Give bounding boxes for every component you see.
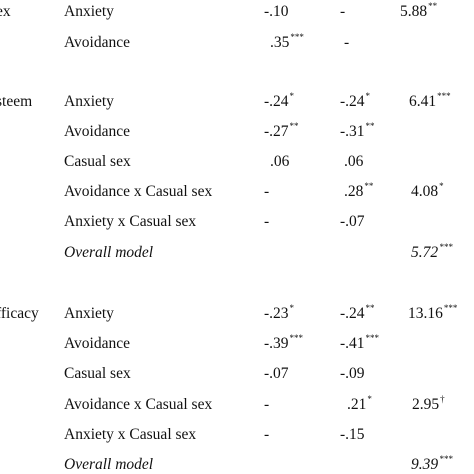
predictor-cell: Overall model [64,456,154,473]
model2-coef: -.07 [340,213,365,230]
model-stat: 9.39*** [411,454,453,474]
group-label: ex [0,3,11,20]
model2-coef: .21* [347,394,372,414]
model-stat: 6.41*** [409,91,451,111]
model2-coef: -.31** [340,121,375,141]
predictor-cell: Anxiety [64,305,114,322]
model1-coef: .06 [270,153,290,170]
group-label: steem [0,93,33,110]
model1-coef: - [264,183,270,200]
predictor-cell: Anxiety x Casual sex [64,426,197,443]
model1-coef: -.27** [264,121,299,141]
model1-coef: -.07 [264,365,289,382]
predictor-cell: Anxiety x Casual sex [64,213,197,230]
model2-coef: -.15 [340,426,365,443]
model1-coef: -.39*** [264,333,304,353]
model1-coef: .35*** [270,32,304,52]
model-stat: 5.88** [400,1,438,21]
predictor-cell: Avoidance [64,335,130,352]
model1-coef: -.10 [264,3,289,20]
model-stat: 4.08* [411,181,444,201]
predictor-cell: Avoidance x Casual sex [64,183,213,200]
model2-coef: - [344,34,350,51]
predictor-cell: Casual sex [64,365,131,382]
model1-coef: - [264,426,270,443]
model2-coef: .06 [344,153,364,170]
model2-coef: -.24* [340,91,371,111]
predictor-cell: Avoidance [64,34,130,51]
model2-coef: -.09 [340,365,365,382]
model-stat: 2.95† [412,394,445,414]
predictor-cell: Anxiety [64,3,114,20]
model1-coef: - [264,396,270,413]
predictor-cell: Avoidance x Casual sex [64,396,213,413]
predictor-cell: Avoidance [64,123,130,140]
model1-coef: -.24* [264,91,295,111]
model1-coef: - [264,213,270,230]
model-stat: 13.16*** [408,303,458,323]
group-label: fficacy [0,305,39,322]
predictor-cell: Anxiety [64,93,114,110]
predictor-cell: Overall model [64,244,154,261]
model1-coef: -.23* [264,303,295,323]
model2-coef: .28** [344,181,374,201]
model2-coef: -.24** [340,303,375,323]
model2-coef: - [340,3,346,20]
model-stat: 5.72*** [411,242,453,262]
predictor-cell: Casual sex [64,153,131,170]
model2-coef: -.41*** [340,333,380,353]
